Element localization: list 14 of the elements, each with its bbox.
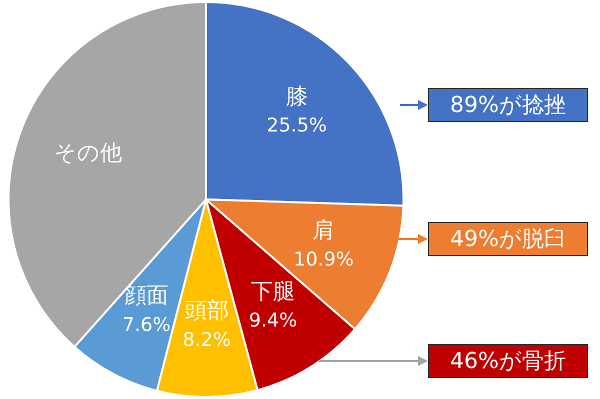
slice-label: 膝 <box>286 84 308 110</box>
slice-label: その他 <box>54 141 122 166</box>
data-label: 25.5% <box>266 114 327 136</box>
text: 89%が捻挫 <box>428 88 588 122</box>
data-label: 10.9% <box>293 248 354 271</box>
data-label: 8.2% <box>182 328 231 351</box>
slice-label: 肩 <box>312 218 335 244</box>
slice-label: 顔面 <box>124 284 169 309</box>
text: 49%が脱臼 <box>428 222 588 256</box>
slice-label: 下腿 <box>251 279 296 304</box>
data-label: 9.4% <box>248 310 298 332</box>
text: 46%が骨折 <box>428 344 588 378</box>
slice-label: 頭部 <box>184 298 229 324</box>
data-label: 7.6% <box>122 314 171 336</box>
